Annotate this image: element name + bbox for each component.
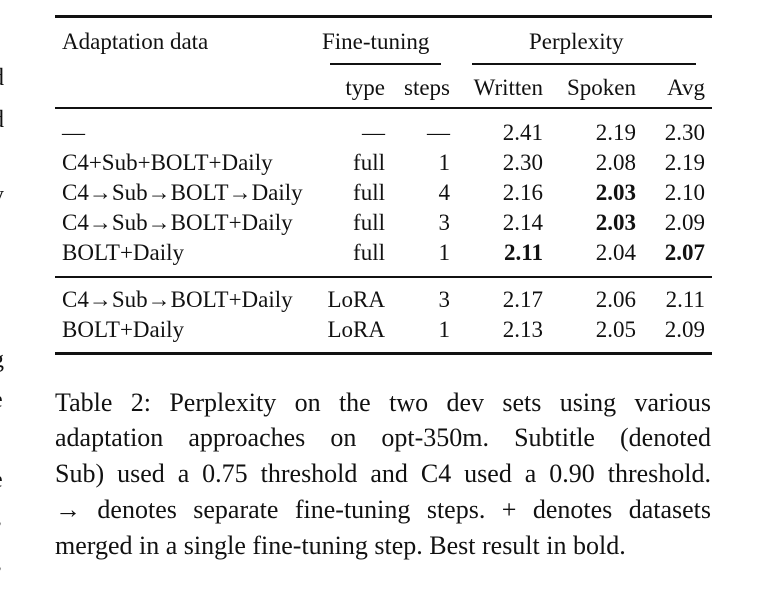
margin-fragment: e (0, 388, 3, 412)
header-cell: Spoken (567, 75, 636, 100)
table-cell: 2.05 (595, 317, 636, 342)
table-cell: full (353, 150, 385, 175)
table-cell: BOLT+Daily (62, 317, 185, 342)
caption-line: → denotes separate fine-tuning steps. + … (55, 495, 711, 524)
table-cell: 2.09 (664, 210, 705, 235)
table-cell: LoRA (327, 317, 386, 342)
table-cell: full (353, 180, 385, 205)
header-cell: Written (473, 75, 543, 100)
bottom-rule (55, 352, 712, 355)
header-cell: Fine-tuning (322, 29, 430, 54)
table-cell: C4+Sub+BOLT+Daily (62, 150, 273, 175)
table-cell: — (362, 120, 385, 145)
table-cell: — (427, 120, 450, 145)
table-cell: BOLT+Daily (62, 240, 185, 265)
caption-line: adaptation approaches on opt-350m. Subti… (55, 423, 711, 452)
table-cell: 1 (438, 317, 451, 342)
caption-line: Table 2: Perplexity on the two dev sets … (55, 388, 711, 417)
header-cell: Adaptation data (62, 29, 209, 54)
table-cell: 2.14 (502, 210, 543, 235)
table-cell: 3 (438, 287, 451, 312)
table-cell: 2.30 (502, 150, 543, 175)
margin-fragment: y (0, 183, 4, 207)
group-rule (472, 63, 696, 65)
table-cell: LoRA (327, 287, 386, 312)
table-cell: 2.03 (595, 180, 636, 205)
table-cell: 4 (438, 180, 451, 205)
header-cell: steps (404, 75, 450, 100)
mid-rule (55, 276, 712, 278)
group-rule (330, 63, 441, 65)
table-cell: 2.19 (595, 120, 636, 145)
table-cell: 2.11 (665, 287, 705, 312)
table-cell: 2.11 (504, 240, 543, 265)
table-cell: 2.04 (595, 240, 636, 265)
table-cell: 2.03 (595, 210, 636, 235)
table-cell: C4→Sub→BOLT+Daily (62, 210, 293, 235)
table-cell: 1 (438, 150, 451, 175)
table-cell: 2.13 (502, 317, 543, 342)
margin-fragment: s (0, 508, 1, 532)
mid-rule (55, 107, 712, 109)
header-cell: Perplexity (529, 29, 624, 54)
table-cell: 2.08 (595, 150, 636, 175)
margin-fragment: g (0, 348, 4, 372)
table-cell: 2.19 (664, 150, 705, 175)
table-cell: 2.09 (664, 317, 705, 342)
margin-fragment: s (0, 553, 1, 577)
table-cell: full (353, 210, 385, 235)
table-cell: 1 (438, 240, 451, 265)
table-cell: — (62, 120, 85, 145)
margin-fragment: d (0, 108, 4, 132)
top-rule (55, 15, 712, 18)
table-cell: 3 (438, 210, 451, 235)
table-cell: C4→Sub→BOLT+Daily (62, 287, 293, 312)
table-cell: 2.10 (664, 180, 705, 205)
table-cell: C4→Sub→BOLT→Daily (62, 180, 303, 205)
table-cell: 2.16 (502, 180, 543, 205)
margin-fragment: e (0, 468, 3, 492)
table-cell: full (353, 240, 385, 265)
caption-line: Sub) used a 0.75 threshold and C4 used a… (55, 459, 711, 488)
table-cell: 2.41 (502, 120, 543, 145)
margin-fragment: d (0, 66, 4, 90)
table-cell: 2.30 (664, 120, 705, 145)
table-cell: 2.06 (595, 287, 636, 312)
header-cell: Avg (667, 75, 705, 100)
caption-line: merged in a single fine-tuning step. Bes… (55, 531, 626, 560)
header-cell: type (345, 75, 385, 100)
table-cell: 2.17 (502, 287, 543, 312)
table-cell: 2.07 (664, 240, 705, 265)
